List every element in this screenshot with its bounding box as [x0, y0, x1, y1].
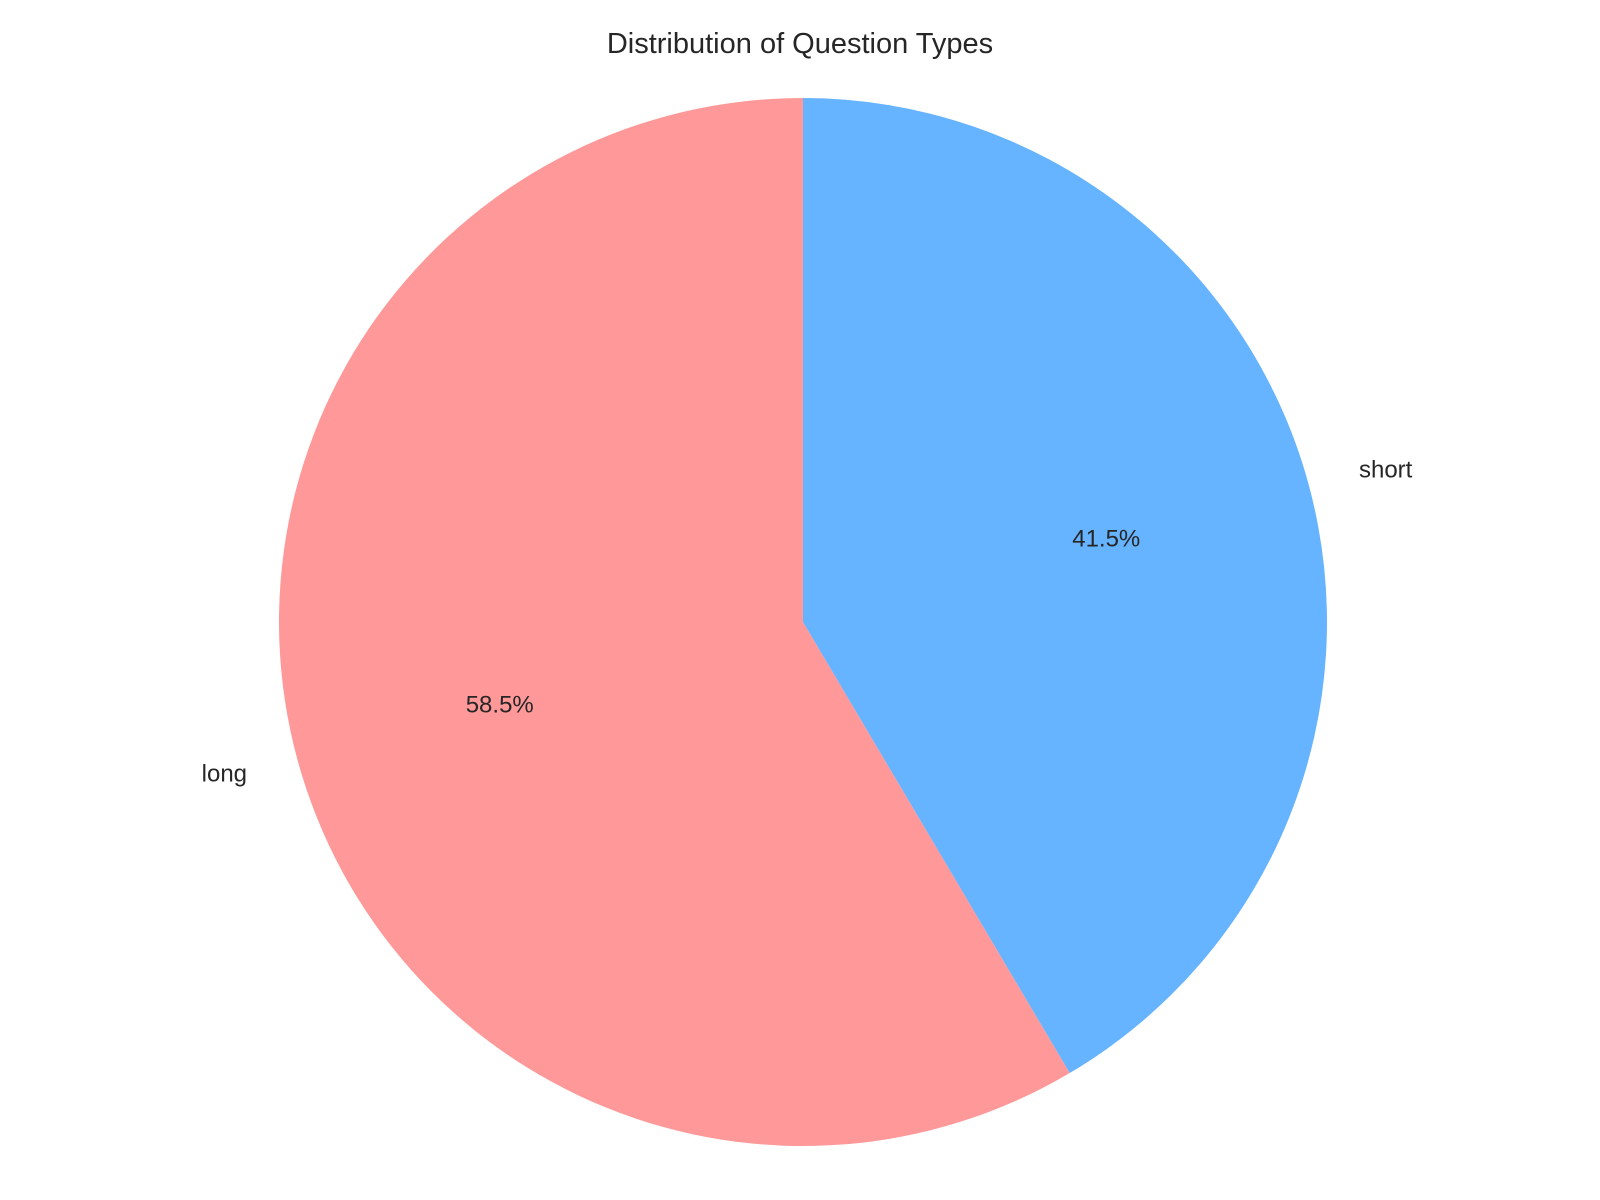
pie-category-label-long: long — [202, 761, 247, 788]
pie-slice-long — [279, 98, 1070, 1146]
pie-category-label-short: short — [1359, 456, 1413, 483]
chart-title: Distribution of Question Types — [607, 28, 993, 60]
pie-slice-short — [803, 98, 1327, 1074]
pie-percent-label-long: 58.5% — [466, 691, 534, 718]
pie-labels: 58.5% long 41.5% short — [202, 456, 1413, 787]
pie-slices — [279, 98, 1327, 1146]
pie-percent-label-short: 41.5% — [1072, 526, 1140, 553]
